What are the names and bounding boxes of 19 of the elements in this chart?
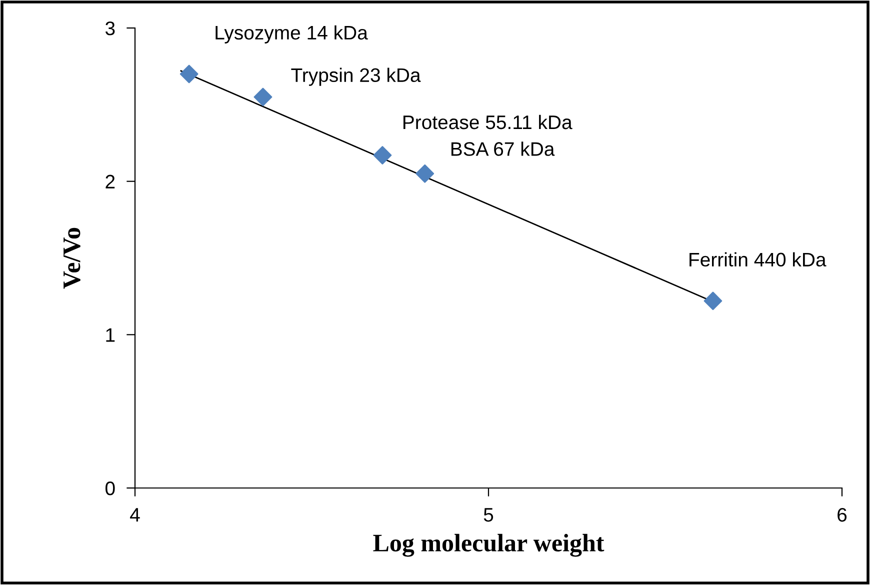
y-tick-label: 3 — [105, 21, 115, 36]
point — [180, 64, 198, 84]
x-tick-label: 4 — [130, 508, 140, 522]
y-tick-label: 2 — [106, 174, 115, 188]
annotation: BSA 67 kDa — [451, 142, 555, 156]
point — [254, 88, 272, 106]
x-axis-title: Log molecular weight — [373, 534, 604, 557]
y-axis-title: Ve/Vo — [64, 228, 80, 289]
point — [704, 292, 722, 310]
point — [373, 146, 392, 164]
x-tick-label: 5 — [484, 508, 494, 522]
annotation: Trypsin 23 kDa — [291, 68, 421, 86]
annotation: Protease 55.11 kDa — [403, 114, 572, 130]
y-tick-label: 1 — [106, 328, 115, 342]
annotation: Lysozyme 14 kDa — [216, 25, 368, 44]
x-tick-label: 6 — [838, 508, 847, 522]
point — [416, 164, 434, 183]
y-tick-label: 0 — [106, 481, 115, 496]
annotation: Ferritin 440 kDa — [690, 252, 826, 267]
